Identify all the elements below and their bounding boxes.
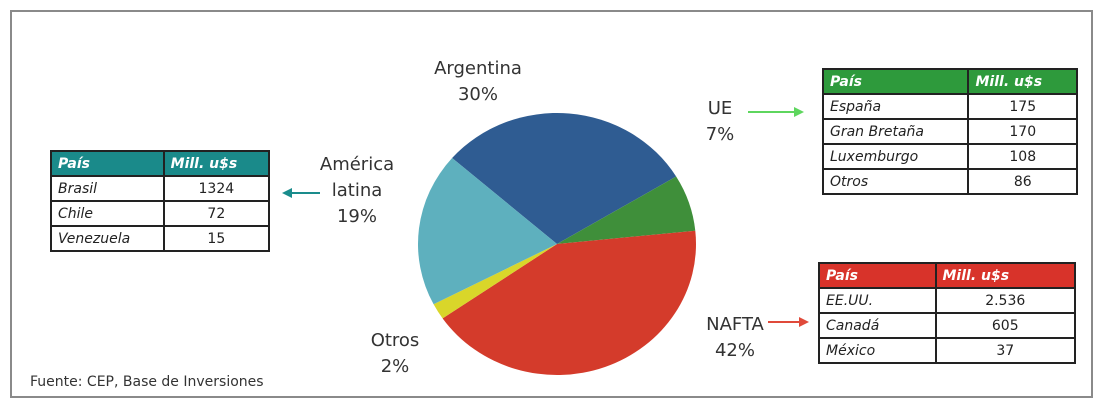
header-cell: País [50, 150, 165, 177]
table-row: Luxemburgo 108 [821, 143, 1078, 170]
pie-slice [452, 113, 677, 245]
slice-label: UE 7% [690, 96, 750, 148]
table-cell: 72 [162, 200, 271, 227]
table-row: Canadá 605 [818, 312, 1076, 339]
table-row: EE.UU. 2.536 [818, 287, 1076, 314]
header-cell: País [818, 262, 937, 289]
header-cell: País [821, 68, 970, 95]
category-label: Argentina [434, 58, 522, 79]
table-row: Otros 86 [821, 168, 1078, 195]
pie-slice [557, 176, 696, 244]
source: Fuente: CEP, Base de Inversiones [30, 374, 264, 390]
header-cell: Mill. u$s [967, 68, 1078, 95]
table-cell: Chile [50, 200, 165, 227]
category-label: América latina [319, 154, 395, 201]
category-label: NAFTA [706, 314, 764, 335]
header-row: País Mill. u$s [50, 150, 271, 177]
table-cell: EE.UU. [818, 287, 937, 314]
category-label: UE [707, 98, 733, 119]
header-row: País Mill. u$s [818, 262, 1076, 289]
category-label: Otros [370, 330, 420, 351]
header-cell: Mill. u$s [162, 150, 271, 177]
table-cell: 1324 [162, 175, 271, 202]
data-table: País Mill. u$s Brasil 1324 Chile 72 Venezuela 1… [50, 150, 271, 252]
table-cell: 15 [162, 225, 271, 252]
slice-label: NAFTA 42% [690, 312, 780, 364]
data-table: País Mill. u$s España 175 Gran Bretaña 170 Lux… [821, 68, 1078, 195]
arrowhead [282, 188, 292, 198]
table-cell: Gran Bretaña [821, 118, 970, 145]
data-table: País Mill. u$s EE.UU. 2.536 Canadá 605 México 3… [818, 262, 1076, 364]
pie-slice [442, 230, 696, 375]
table-cell: Canadá [818, 312, 937, 339]
percent-label: 2% [380, 356, 410, 377]
percent-label: 7% [705, 124, 735, 145]
table-cell: 175 [967, 93, 1078, 120]
table-cell: 605 [934, 312, 1076, 339]
percent-label: 19% [336, 206, 377, 227]
table-cell: Venezuela [50, 225, 165, 252]
header-row: País Mill. u$s [821, 68, 1078, 95]
table-row: España 175 [821, 93, 1078, 120]
table-cell: 2.536 [934, 287, 1076, 314]
table-cell: Otros [821, 168, 970, 195]
table-cell: 170 [967, 118, 1078, 145]
arrowhead [799, 317, 809, 327]
frame [10, 10, 1093, 398]
table-cell: 86 [967, 168, 1078, 195]
slice-label: América latina 19% [312, 152, 402, 230]
table-cell: España [821, 93, 970, 120]
table-cell: 37 [934, 337, 1076, 364]
table-cell: Brasil [50, 175, 165, 202]
percent-label: 42% [714, 340, 755, 361]
table-row: Brasil 1324 [50, 175, 271, 202]
table-row: Chile 72 [50, 200, 271, 227]
table-cell: 108 [967, 143, 1078, 170]
table-cell: México [818, 337, 937, 364]
header-cell: Mill. u$s [934, 262, 1076, 289]
pie-slice [417, 158, 557, 305]
table-cell: Luxemburgo [821, 143, 970, 170]
pie-slice [433, 244, 557, 319]
arrowhead [794, 107, 804, 117]
slice-label: Argentina 30% [428, 56, 528, 108]
table-row: México 37 [818, 337, 1076, 364]
table-row: Venezuela 15 [50, 225, 271, 252]
percent-label: 30% [457, 84, 498, 105]
slice-label: Otros 2% [355, 328, 435, 380]
table-row: Gran Bretaña 170 [821, 118, 1078, 145]
